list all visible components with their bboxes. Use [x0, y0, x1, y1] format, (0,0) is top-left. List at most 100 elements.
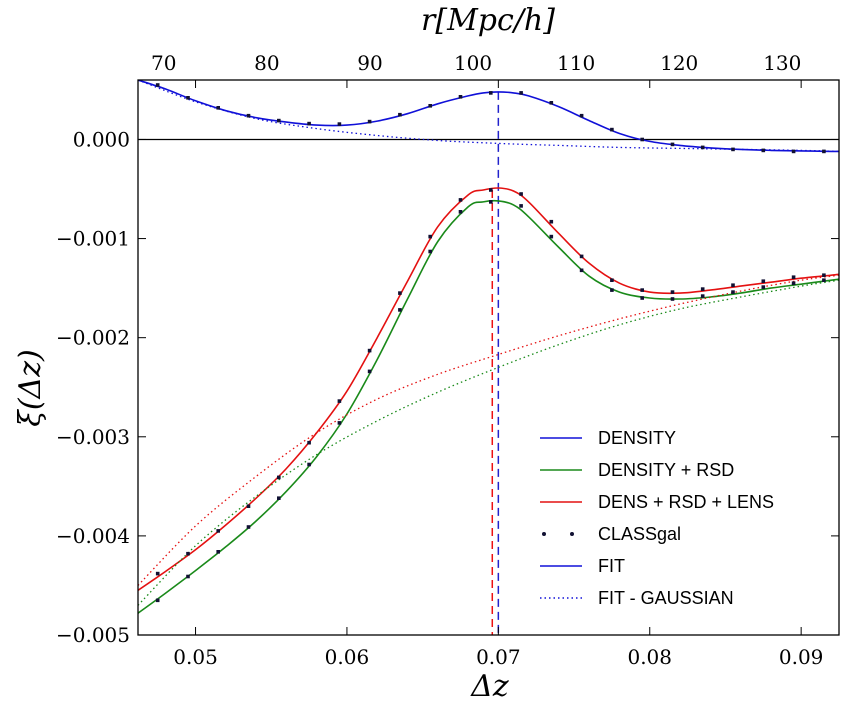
data-point [489, 188, 493, 192]
data-point [791, 275, 796, 279]
data-point [549, 234, 554, 239]
data-point [579, 268, 584, 273]
data-point [610, 278, 614, 282]
plot-frame [137, 79, 840, 636]
legend-label: DENS + RSD + LENS [598, 492, 774, 512]
legend-label: DENSITY + RSD [598, 460, 734, 480]
data-point [549, 219, 554, 224]
data-point [489, 200, 493, 204]
series-line-4 [138, 279, 839, 606]
data-point [398, 112, 402, 117]
data-point [246, 113, 251, 118]
series-line-1 [138, 199, 839, 614]
data-point [246, 504, 251, 508]
x-tick-label: 0.09 [779, 645, 824, 669]
data-point [489, 91, 493, 95]
data-point [216, 106, 220, 110]
data-point [579, 254, 584, 259]
data-point [640, 137, 644, 142]
series-line-5 [138, 274, 839, 586]
data-point [670, 142, 675, 147]
y-tick-label: −0.001 [56, 227, 130, 251]
data-point [398, 308, 402, 312]
data-point [791, 281, 796, 285]
data-point [761, 285, 766, 289]
data-point [700, 294, 705, 298]
data-point [731, 290, 735, 294]
data-point [458, 95, 463, 99]
legend: DENSITY DENSITY + RSD DENS + RSD + LENS CLA… [540, 428, 774, 608]
data-point [216, 529, 220, 533]
top-x-tick-label: 80 [254, 51, 279, 75]
data-point [670, 290, 675, 294]
y-tick-label: −0.004 [56, 524, 130, 548]
top-x-tick-label: 130 [763, 51, 801, 75]
data-point [155, 83, 160, 87]
legend-marker [542, 532, 546, 536]
plot-area [138, 80, 839, 635]
data-point [458, 198, 463, 202]
data-point [761, 279, 766, 283]
x-tick-label: 0.06 [325, 645, 370, 669]
top-x-tick-label: 120 [660, 51, 698, 75]
data-point [731, 147, 735, 152]
top-x-tick-label: 70 [151, 51, 176, 75]
y-tick-label: −0.003 [56, 425, 130, 449]
x-tick-label: 0.07 [476, 645, 521, 669]
x-tick-label: 0.08 [627, 645, 672, 669]
data-point [549, 101, 554, 105]
top-x-tick-label: 110 [557, 51, 595, 75]
data-point [700, 287, 705, 291]
data-point [519, 192, 523, 196]
data-point [822, 149, 826, 154]
data-point [277, 118, 281, 123]
data-point [398, 291, 402, 295]
data-point [822, 278, 826, 282]
top-x-tick-label: 90 [357, 51, 382, 75]
axes-frame [137, 79, 840, 636]
data-point [367, 369, 372, 374]
data-point [428, 104, 432, 108]
data-point [367, 348, 372, 353]
data-point [610, 288, 614, 292]
ticks-layer: 0.05 0.06 0.07 0.08 0.09 70 80 90 100 110 120 130 0.… [56, 51, 839, 669]
data-point [307, 462, 311, 467]
data-point [610, 127, 614, 132]
data-point [307, 121, 311, 126]
legend-marker [570, 532, 574, 536]
data-point [700, 145, 705, 150]
y-tick-label: −0.002 [56, 326, 130, 350]
data-point [458, 210, 463, 214]
series-line-2 [138, 187, 839, 592]
data-point [216, 550, 220, 554]
x-tick-label: 0.05 [173, 645, 218, 669]
data-point [246, 525, 251, 529]
data-point [186, 96, 190, 100]
data-point [155, 571, 160, 576]
data-point [640, 296, 644, 300]
data-point [519, 204, 523, 208]
data-point [428, 234, 432, 239]
series-layer [138, 80, 839, 635]
data-point [277, 496, 281, 500]
data-point [640, 288, 644, 292]
data-point [670, 297, 675, 301]
data-point [337, 122, 342, 126]
y-tick-label: 0.000 [73, 127, 130, 151]
data-point [822, 273, 826, 277]
data-point [277, 475, 281, 480]
x-axis-label: Δz [470, 669, 509, 703]
data-point [579, 113, 584, 118]
y-axis-label: ξ(Δz) [13, 349, 48, 426]
data-point [155, 598, 160, 603]
series-line-0 [138, 80, 839, 153]
data-point [186, 551, 190, 556]
data-point [337, 399, 342, 403]
top-x-tick-label: 100 [454, 51, 492, 75]
top-x-axis-label: r[Mpc/h] [421, 3, 555, 38]
data-point [731, 283, 735, 287]
data-point [791, 149, 796, 154]
data-point [761, 148, 766, 153]
data-point [519, 91, 523, 95]
